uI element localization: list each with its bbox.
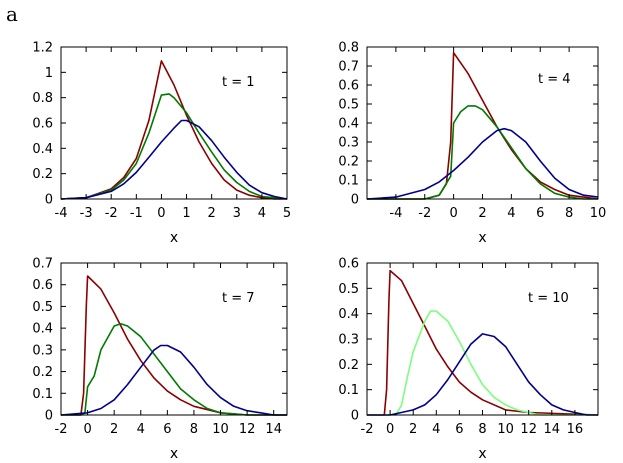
y-tick-label: 0.4 <box>32 142 53 157</box>
y-tick-label: 0.1 <box>338 174 359 189</box>
x-tick-label: 12 <box>520 422 537 437</box>
time-annotation: t = 7 <box>222 291 255 306</box>
y-tick-label: 0 <box>45 409 53 424</box>
y-tick-label: 0.5 <box>338 98 359 113</box>
series-line-3 <box>367 333 598 416</box>
x-tick-label: -1 <box>130 206 143 221</box>
x-tick-label: 6 <box>163 422 171 437</box>
x-tick-label: 0 <box>83 422 91 437</box>
x-tick-label: 2 <box>110 422 118 437</box>
x-tick-label: 10 <box>212 422 229 437</box>
y-tick-label: 0.6 <box>338 257 359 272</box>
x-tick-label: -2 <box>361 422 374 437</box>
x-tick-label: 8 <box>565 206 573 221</box>
x-axis-label: x <box>478 230 486 246</box>
x-tick-label: 4 <box>137 422 145 437</box>
time-annotation: t = 10 <box>528 291 569 306</box>
y-tick-label: 0.4 <box>338 117 359 132</box>
y-tick-label: 0.2 <box>32 365 53 380</box>
y-tick-label: 0.3 <box>338 333 359 348</box>
plot-frame <box>366 262 599 416</box>
y-tick-label: 0.3 <box>338 136 359 151</box>
y-tick-label: 0.8 <box>32 91 53 106</box>
x-tick-label: -4 <box>55 206 68 221</box>
x-tick-label: 4 <box>432 422 440 437</box>
x-tick-label: 14 <box>544 422 561 437</box>
x-tick-label: 2 <box>478 206 486 221</box>
y-tick-label: 0.6 <box>338 79 359 94</box>
series-line-2 <box>60 93 288 200</box>
y-tick-label: 0.4 <box>338 307 359 322</box>
chart-panel-1: -4 -3 -2 -1 0 1 2 3 4 5 0 0.2 0.4 0.6 0.8 1 1.2 x t = 1 <box>32 41 291 247</box>
x-tick-label: 0 <box>157 206 165 221</box>
y-tick-label: 1 <box>45 66 53 81</box>
y-tick-label: 0.4 <box>32 322 53 337</box>
x-tick-label: 0 <box>386 422 394 437</box>
x-tick-label: 4 <box>258 206 266 221</box>
y-tick-label: 0.6 <box>32 117 53 132</box>
y-tick-label: 0.5 <box>338 282 359 297</box>
y-tick-label: 1.2 <box>32 41 53 56</box>
y-tick-label: 0 <box>351 193 359 208</box>
series-line-1 <box>60 60 287 200</box>
series-line-2 <box>367 105 598 200</box>
x-axis-label: x <box>478 446 486 462</box>
series-line-2 <box>61 322 287 416</box>
series-line-3 <box>60 119 288 200</box>
series-line-3 <box>60 344 287 416</box>
y-tick-label: 0.1 <box>338 383 359 398</box>
x-tick-label: 12 <box>239 422 256 437</box>
y-tick-label: 0.1 <box>32 387 53 402</box>
x-tick-label: 4 <box>507 206 515 221</box>
y-tick-label: 0.5 <box>32 300 53 315</box>
x-tick-label: -2 <box>418 206 431 221</box>
series-line-1 <box>367 269 599 416</box>
series-line-2 <box>367 310 598 416</box>
x-tick-label: 0 <box>449 206 457 221</box>
x-axis-label: x <box>170 446 178 462</box>
x-tick-label: 5 <box>283 206 291 221</box>
x-tick-label: 8 <box>478 422 486 437</box>
x-tick-label: 10 <box>497 422 514 437</box>
chart-panel-2: -4 -2 0 2 4 6 8 10 0 0.1 0.2 0.3 0.4 0.5 0.6 0.7 0.8 x t =… <box>338 41 606 247</box>
time-annotation: t = 4 <box>538 72 571 87</box>
x-tick-label: 10 <box>590 206 607 221</box>
y-tick-label: 0.2 <box>338 358 359 373</box>
x-tick-label: -4 <box>389 206 402 221</box>
y-tick-label: 0.2 <box>32 167 53 182</box>
plot-frame <box>60 46 288 200</box>
x-tick-label: 1 <box>182 206 190 221</box>
plot-frame <box>60 262 288 416</box>
y-tick-label: 0.6 <box>32 278 53 293</box>
y-tick-label: 0.8 <box>338 41 359 56</box>
x-tick-label: 6 <box>536 206 544 221</box>
x-tick-label: 2 <box>409 422 417 437</box>
x-tick-label: -2 <box>105 206 118 221</box>
x-tick-label: 3 <box>233 206 241 221</box>
y-tick-label: 0 <box>45 193 53 208</box>
y-tick-label: 0.7 <box>32 257 53 272</box>
y-tick-label: 0.2 <box>338 155 359 170</box>
series-line-3 <box>366 127 599 200</box>
x-tick-label: 8 <box>190 422 198 437</box>
series-line-1 <box>61 275 287 416</box>
x-tick-label: 2 <box>208 206 216 221</box>
y-tick-label: 0.7 <box>338 60 359 75</box>
x-tick-label: -3 <box>80 206 93 221</box>
x-tick-label: 14 <box>265 422 282 437</box>
x-tick-label: -2 <box>55 422 68 437</box>
x-tick-label: 6 <box>455 422 463 437</box>
y-tick-label: 0.3 <box>32 343 53 358</box>
time-annotation: t = 1 <box>222 75 255 90</box>
plot-frame <box>366 46 599 200</box>
x-tick-label: 16 <box>567 422 584 437</box>
y-tick-label: 0 <box>351 409 359 424</box>
figure-label: a <box>6 2 18 26</box>
x-axis-label: x <box>170 230 178 246</box>
